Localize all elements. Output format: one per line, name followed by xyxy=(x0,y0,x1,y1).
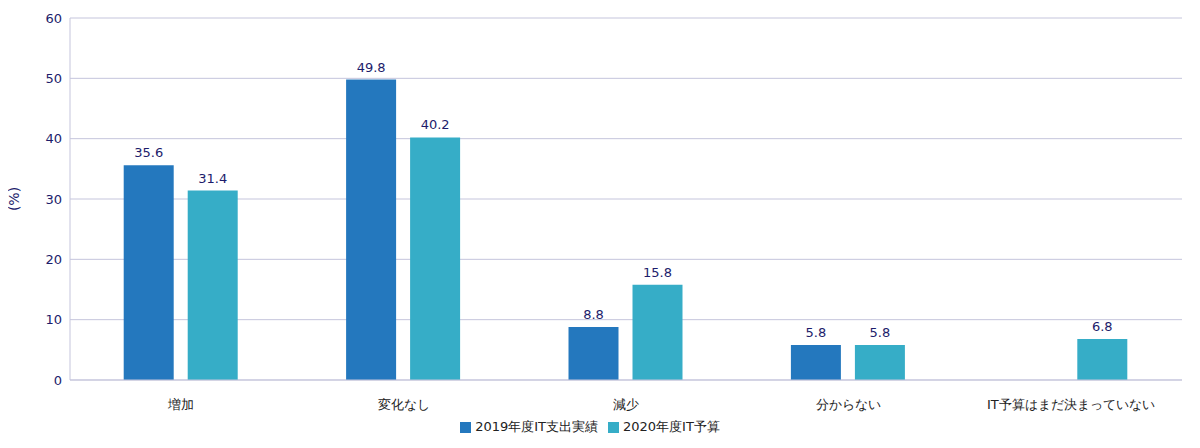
svg-text:15.8: 15.8 xyxy=(643,265,672,280)
svg-text:IT予算はまだ決まっていない: IT予算はまだ決まっていない xyxy=(987,397,1155,412)
svg-text:40.2: 40.2 xyxy=(421,117,450,132)
svg-text:6.8: 6.8 xyxy=(1092,319,1113,334)
svg-text:8.8: 8.8 xyxy=(583,307,604,322)
svg-text:35.6: 35.6 xyxy=(134,145,163,160)
svg-text:40: 40 xyxy=(45,131,62,146)
svg-text:0: 0 xyxy=(54,373,62,388)
svg-text:減少: 減少 xyxy=(613,397,639,412)
svg-text:50: 50 xyxy=(45,71,62,86)
svg-text:30: 30 xyxy=(45,192,62,207)
svg-text:10: 10 xyxy=(45,312,62,327)
svg-text:5.8: 5.8 xyxy=(806,325,827,340)
svg-text:変化なし: 変化なし xyxy=(378,397,430,412)
svg-text:5.8: 5.8 xyxy=(870,325,891,340)
svg-text:分からない: 分からない xyxy=(816,397,881,412)
html-text:2019年度IT支出実績: 2019年度IT支出実績 xyxy=(475,419,598,434)
svg-text:増加: 増加 xyxy=(167,397,194,412)
svg-text:(%): (%) xyxy=(8,187,22,211)
html-text:2020年度IT予算: 2020年度IT予算 xyxy=(623,419,720,434)
svg-text:60: 60 xyxy=(45,11,62,26)
svg-text:20: 20 xyxy=(45,252,62,267)
svg-text:49.8: 49.8 xyxy=(357,60,386,75)
svg-text:31.4: 31.4 xyxy=(198,171,227,186)
